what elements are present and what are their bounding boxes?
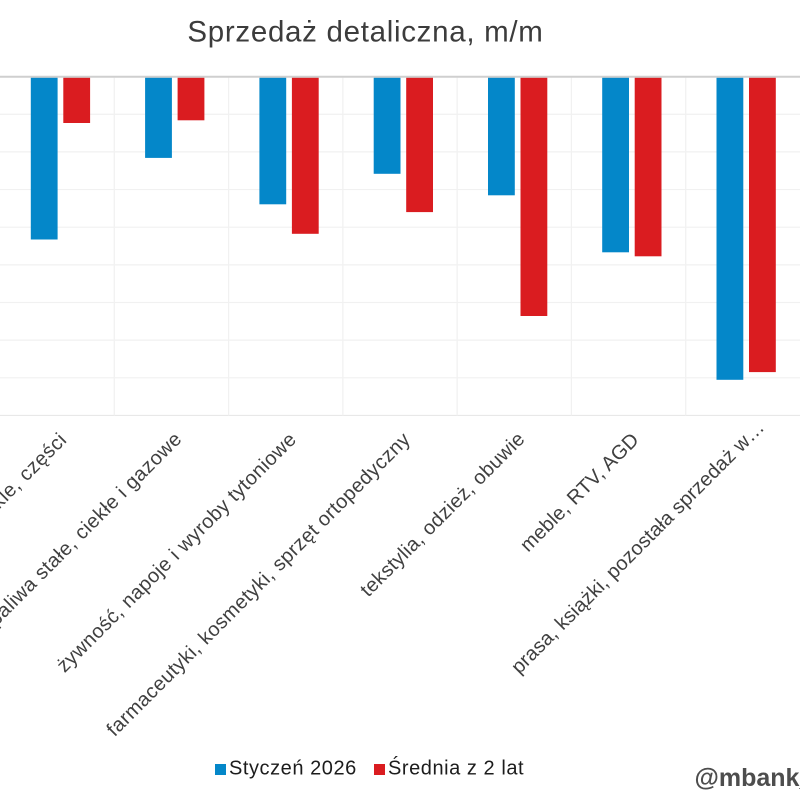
svg-text:Średnia z 2 lat: Średnia z 2 lat bbox=[388, 756, 524, 780]
svg-text:Sprzedaż detaliczna, m/m: Sprzedaż detaliczna, m/m bbox=[187, 16, 543, 49]
svg-text:Styczeń 2026: Styczeń 2026 bbox=[229, 758, 357, 780]
svg-text:@mbank_research: @mbank_research bbox=[695, 764, 800, 792]
